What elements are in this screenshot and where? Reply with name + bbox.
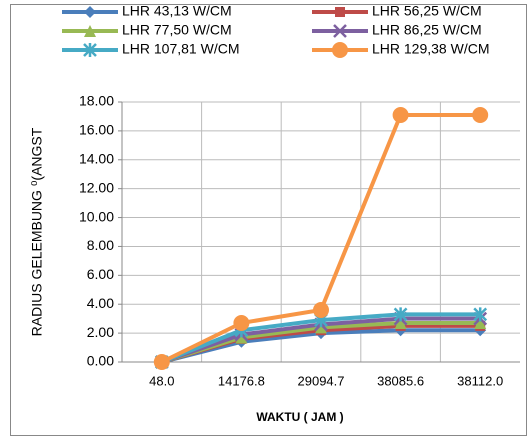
marker xyxy=(472,107,489,123)
marker xyxy=(153,354,170,370)
marker xyxy=(474,317,487,329)
legend-label: LHR 107,81 W/CM xyxy=(122,41,239,57)
x-axis-label: WAKTU ( JAM ) xyxy=(256,410,343,424)
marker xyxy=(84,25,96,37)
x-tick-label: 14176.8 xyxy=(218,373,265,388)
marker xyxy=(315,321,327,334)
legend-label: LHR 43,13 W/CM xyxy=(122,3,232,19)
y-tick-label: 14.00 xyxy=(79,150,114,166)
y-tick-label: 10.00 xyxy=(79,208,114,224)
y-tick-label: 8.00 xyxy=(87,237,114,253)
marker xyxy=(83,43,97,57)
y-tick-label: 4.00 xyxy=(87,295,114,311)
marker xyxy=(333,24,347,38)
marker xyxy=(313,302,329,318)
legend-label: LHR 56,25 W/CM xyxy=(372,3,482,19)
marker xyxy=(84,6,96,18)
marker xyxy=(393,307,408,322)
y-tick-label: 16.00 xyxy=(79,122,114,138)
x-tick-label: 38112.0 xyxy=(457,373,503,388)
marker xyxy=(233,315,250,331)
marker xyxy=(332,42,348,58)
x-tick-label: 48.0 xyxy=(149,373,174,388)
marker xyxy=(235,331,248,344)
y-tick-label: 0.00 xyxy=(87,353,114,369)
x-tick-label: 29094.7 xyxy=(298,373,345,388)
marker xyxy=(335,7,345,17)
y-tick-label: 2.00 xyxy=(87,324,114,340)
y-tick-label: 18.00 xyxy=(79,93,114,109)
y-tick-label: 6.00 xyxy=(87,266,114,282)
y-tick-label: 12.00 xyxy=(79,179,114,195)
x-tick-label: 38085.6 xyxy=(377,373,424,388)
legend-label: LHR 129,38 W/CM xyxy=(372,41,489,57)
legend-label: LHR 86,25 W/CM xyxy=(372,22,482,38)
legend-label: LHR 77,50 W/CM xyxy=(122,22,232,38)
marker xyxy=(394,317,407,329)
marker xyxy=(392,107,409,123)
marker xyxy=(473,307,488,322)
y-axis-label: RADIUS GELEMBUNG ⁰(ANGST xyxy=(29,127,45,336)
